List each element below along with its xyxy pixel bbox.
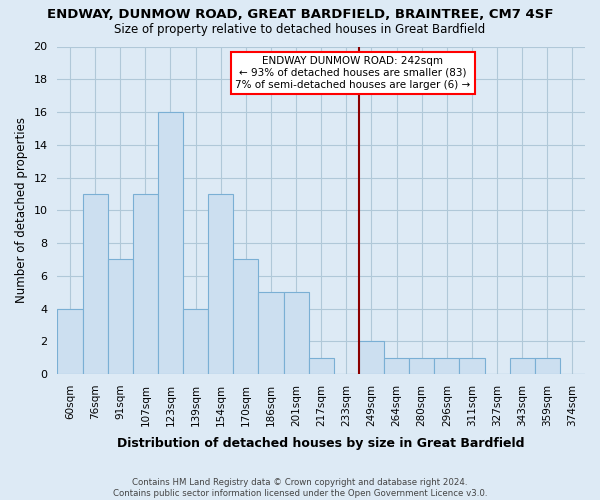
Bar [208, 194, 233, 374]
Bar [384, 358, 409, 374]
Bar [107, 260, 133, 374]
Bar [434, 358, 460, 374]
X-axis label: Distribution of detached houses by size in Great Bardfield: Distribution of detached houses by size … [118, 437, 525, 450]
Text: Contains HM Land Registry data © Crown copyright and database right 2024.
Contai: Contains HM Land Registry data © Crown c… [113, 478, 487, 498]
Bar [284, 292, 308, 374]
Bar [460, 358, 485, 374]
Bar [58, 308, 83, 374]
Text: Size of property relative to detached houses in Great Bardfield: Size of property relative to detached ho… [115, 22, 485, 36]
Text: ENDWAY DUNMOW ROAD: 242sqm
← 93% of detached houses are smaller (83)
7% of semi-: ENDWAY DUNMOW ROAD: 242sqm ← 93% of deta… [235, 56, 470, 90]
Bar [359, 342, 384, 374]
Text: ENDWAY, DUNMOW ROAD, GREAT BARDFIELD, BRAINTREE, CM7 4SF: ENDWAY, DUNMOW ROAD, GREAT BARDFIELD, BR… [47, 8, 553, 20]
Bar [409, 358, 434, 374]
Bar [83, 194, 107, 374]
Bar [133, 194, 158, 374]
Bar [535, 358, 560, 374]
Bar [183, 308, 208, 374]
Bar [259, 292, 284, 374]
Bar [233, 260, 259, 374]
Bar [158, 112, 183, 374]
Bar [509, 358, 535, 374]
Y-axis label: Number of detached properties: Number of detached properties [15, 118, 28, 304]
Bar [308, 358, 334, 374]
